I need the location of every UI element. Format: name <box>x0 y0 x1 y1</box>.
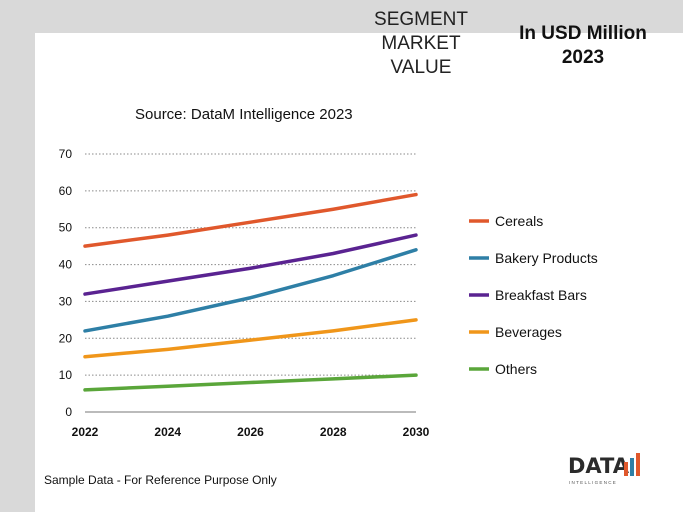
y-tick-label: 10 <box>59 368 73 382</box>
y-tick-label: 40 <box>59 258 73 272</box>
chart-source: Source: DataM Intelligence 2023 <box>135 106 353 123</box>
y-axis-ticks: 0 10 20 30 40 50 60 70 <box>59 147 73 419</box>
unit-title-line: In USD Million <box>519 23 647 44</box>
x-tick-label: 2024 <box>154 425 181 439</box>
y-tick-label: 0 <box>65 405 72 419</box>
series-line-beverages <box>83 318 418 359</box>
legend: Cereals Bakery Products Breakfast Bars Beve… <box>469 213 598 377</box>
series-line-cereals <box>83 192 418 248</box>
x-tick-label: 2028 <box>320 425 347 439</box>
legend-label: Cereals <box>495 213 543 229</box>
logo-subtext: INTELLIGENCE <box>569 480 618 485</box>
x-tick-label: 2030 <box>403 425 430 439</box>
series-line-breakfast-bars <box>83 233 418 296</box>
unit-title: In USD Million 2023 <box>500 22 666 70</box>
y-tick-label: 50 <box>59 221 73 235</box>
segment-title-line: MARKET <box>381 33 461 54</box>
y-tick-label: 20 <box>59 331 73 345</box>
logo-bars-icon <box>624 453 640 476</box>
segment-title-line: VALUE <box>390 57 452 78</box>
x-tick-label: 2026 <box>237 425 264 439</box>
y-tick-label: 70 <box>59 147 73 161</box>
footer-note: Sample Data - For Reference Purpose Only <box>44 473 277 487</box>
legend-label: Others <box>495 361 537 377</box>
legend-label: Breakfast Bars <box>495 287 587 303</box>
series-lines <box>83 192 418 392</box>
x-axis-ticks: 2022 2024 2026 2028 2030 <box>72 425 430 439</box>
series-line-others <box>83 373 418 392</box>
legend-label: Bakery Products <box>495 250 598 266</box>
y-tick-label: 60 <box>59 184 73 198</box>
y-tick-label: 30 <box>59 294 73 308</box>
segment-title-line: SEGMENT <box>374 9 468 30</box>
segment-title: SEGMENT MARKET VALUE <box>360 8 482 80</box>
legend-label: Beverages <box>495 324 562 340</box>
series-line-bakery-products <box>83 248 418 333</box>
unit-title-year: 2023 <box>561 47 605 68</box>
grid-lines <box>85 153 416 376</box>
datam-logo: DATA INTELLIGENCE <box>568 450 644 490</box>
logo-text: DATA <box>568 454 630 478</box>
x-tick-label: 2022 <box>72 425 99 439</box>
